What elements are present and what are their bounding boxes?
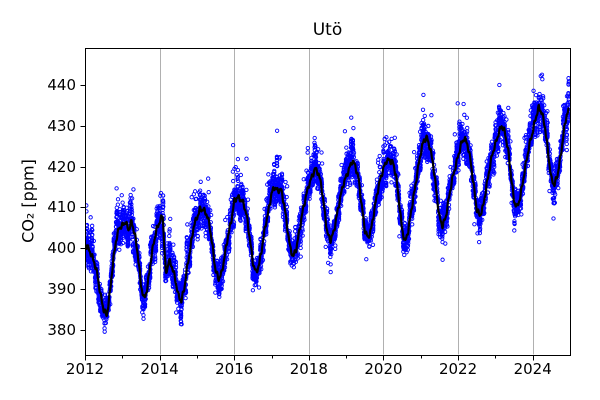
y-tick-label: 380	[47, 320, 76, 339]
x-tick-label: 2024	[513, 360, 552, 378]
y-tick-label: 420	[47, 157, 76, 176]
x-tick-label: 2020	[364, 360, 403, 378]
x-tick-label: 2016	[215, 360, 254, 378]
x-tick-label: 2022	[438, 360, 478, 378]
x-tick-label: 2014	[140, 360, 179, 378]
y-tick-label: 410	[47, 198, 76, 217]
x-tick-label: 2018	[289, 360, 328, 378]
y-tick-label: 390	[47, 280, 76, 299]
y-tick-label: 440	[47, 75, 76, 94]
chart-title: Utö	[312, 20, 343, 40]
y-tick-label: 400	[47, 239, 76, 258]
y-tick-label: 430	[47, 116, 76, 135]
x-tick-label: 2012	[65, 360, 105, 378]
